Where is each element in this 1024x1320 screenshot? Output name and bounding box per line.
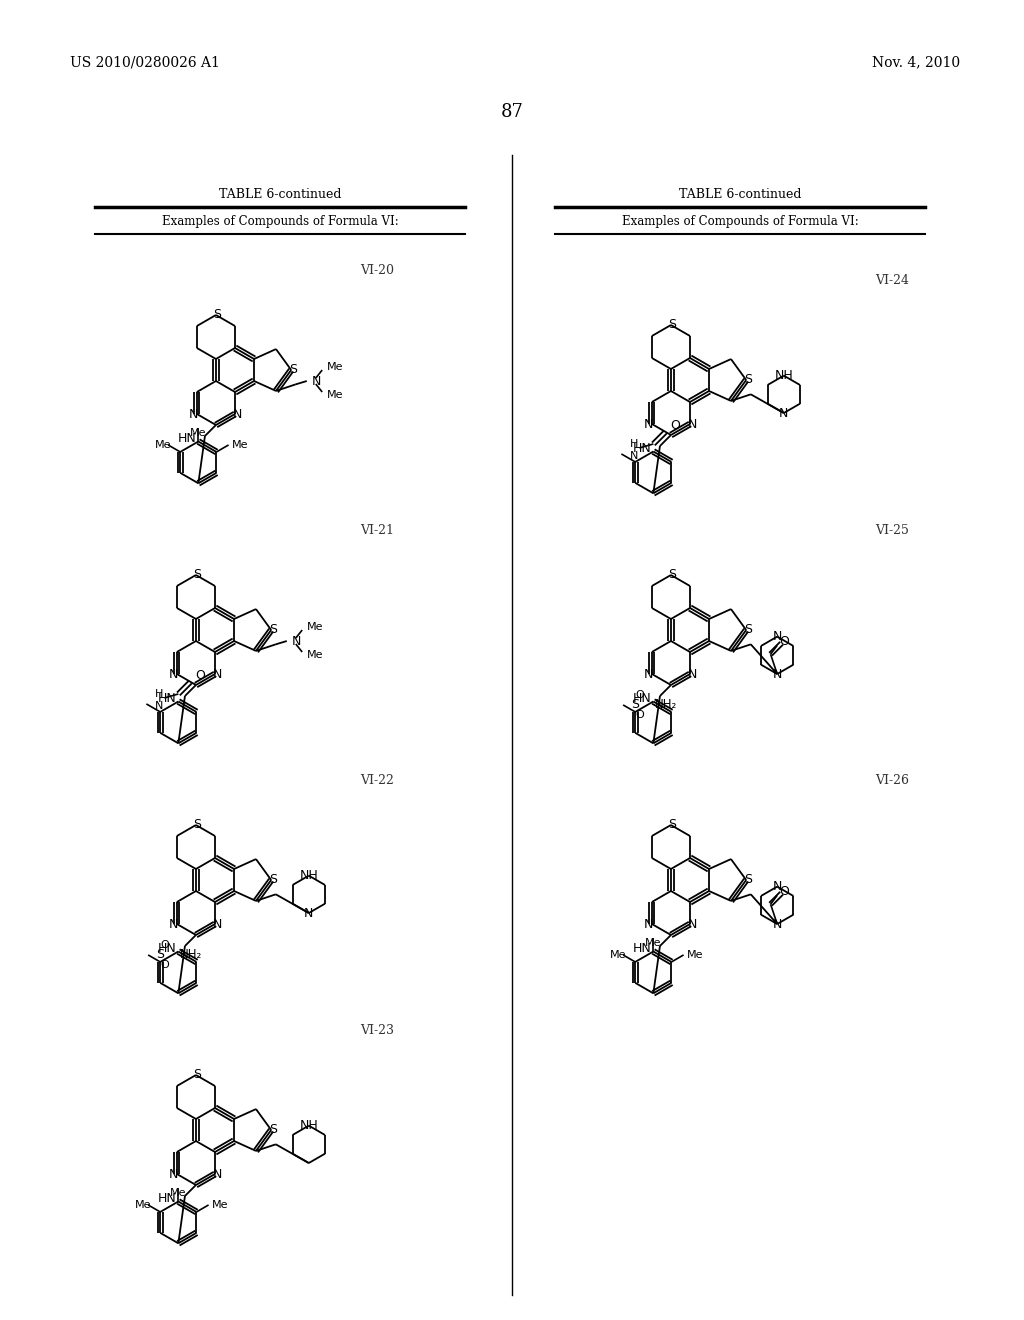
Text: Me: Me [609,950,626,960]
Text: N: N [212,668,221,681]
Text: Me: Me [328,389,344,400]
Text: NH: NH [774,370,794,381]
Text: N: N [772,668,782,681]
Text: Me: Me [190,429,207,438]
Text: S: S [193,569,201,582]
Text: VI-21: VI-21 [360,524,394,536]
Text: N: N [169,917,178,931]
Text: S: S [193,818,201,832]
Text: N: N [772,630,782,643]
Text: Me: Me [155,440,171,450]
Text: O: O [779,884,788,898]
Text: HN: HN [178,433,197,446]
Text: N: N [189,408,199,421]
Text: N: N [644,668,653,681]
Text: N: N [772,917,782,931]
Text: S: S [213,309,221,322]
Text: Me: Me [328,362,344,372]
Text: Me: Me [134,1200,152,1210]
Text: S: S [193,1068,201,1081]
Text: S: S [631,698,639,711]
Text: O: O [636,690,644,700]
Text: O: O [161,960,170,970]
Text: N: N [212,917,221,931]
Text: TABLE 6-continued: TABLE 6-continued [219,189,341,202]
Text: N: N [311,375,322,388]
Text: NH₂: NH₂ [180,949,203,961]
Text: S: S [744,874,753,887]
Text: S: S [668,318,676,331]
Text: VI-22: VI-22 [360,774,394,787]
Text: TABLE 6-continued: TABLE 6-continued [679,189,801,202]
Text: O: O [779,635,788,648]
Text: N: N [169,1167,178,1180]
Text: HN: HN [158,693,177,705]
Text: O: O [161,940,170,950]
Text: Me: Me [686,950,703,960]
Text: N: N [169,668,178,681]
Text: O: O [671,420,680,433]
Text: N: N [644,417,653,430]
Text: S: S [269,874,278,887]
Text: N: N [772,880,782,894]
Text: Me: Me [231,440,248,450]
Text: N: N [687,417,696,430]
Text: VI-20: VI-20 [360,264,394,276]
Text: N: N [292,635,301,648]
Text: H
N: H N [155,689,163,710]
Text: VI-24: VI-24 [874,273,909,286]
Text: O: O [636,710,644,719]
Text: S: S [668,569,676,582]
Text: O: O [196,669,206,682]
Text: Nov. 4, 2010: Nov. 4, 2010 [871,55,961,69]
Text: NH: NH [299,869,318,882]
Text: N: N [212,1167,221,1180]
Text: US 2010/0280026 A1: US 2010/0280026 A1 [70,55,220,69]
Text: VI-23: VI-23 [360,1023,394,1036]
Text: N: N [687,668,696,681]
Text: HN: HN [633,693,652,705]
Text: Examples of Compounds of Formula VI:: Examples of Compounds of Formula VI: [162,215,398,228]
Text: S: S [269,1123,278,1137]
Text: Me: Me [170,1188,186,1199]
Text: HN: HN [633,942,652,956]
Text: S: S [156,949,164,961]
Text: N: N [644,917,653,931]
Text: S: S [289,363,297,376]
Text: HN: HN [158,942,177,956]
Text: 87: 87 [501,103,523,121]
Text: VI-25: VI-25 [874,524,909,536]
Text: Me: Me [212,1200,228,1210]
Text: HN: HN [158,1192,177,1205]
Text: N: N [232,408,242,421]
Text: S: S [744,374,753,387]
Text: Examples of Compounds of Formula VI:: Examples of Compounds of Formula VI: [622,215,858,228]
Text: NH₂: NH₂ [655,698,677,711]
Text: S: S [269,623,278,636]
Text: H
N: H N [630,440,638,461]
Text: N: N [304,907,313,920]
Text: Me: Me [307,649,324,660]
Text: Me: Me [645,939,662,949]
Text: S: S [668,818,676,832]
Text: NH: NH [299,1119,318,1133]
Text: N: N [779,407,788,420]
Text: HN: HN [633,442,652,455]
Text: Me: Me [307,622,324,632]
Text: S: S [744,623,753,636]
Text: VI-26: VI-26 [874,774,909,787]
Text: N: N [687,917,696,931]
